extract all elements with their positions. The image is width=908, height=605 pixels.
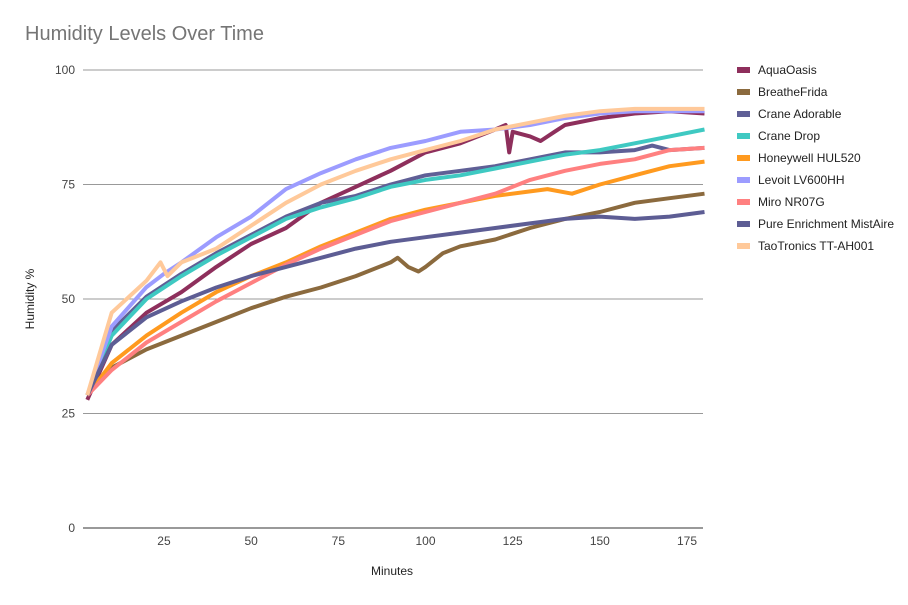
x-tick-label: 25 [157, 534, 171, 548]
x-tick-label: 75 [332, 534, 346, 548]
legend-label: Crane Drop [758, 129, 820, 143]
legend-swatch [737, 111, 750, 117]
y-tick-label: 0 [68, 521, 75, 535]
legend-swatch [737, 199, 750, 205]
series-line [85, 127, 705, 396]
series-line [85, 210, 705, 397]
legend-swatch [737, 221, 750, 227]
legend: AquaOasis BreatheFrida Crane Adorable Crane… [737, 63, 894, 253]
legend-label: Crane Adorable [758, 107, 842, 121]
legend-swatch [737, 89, 750, 95]
legend-label: Honeywell HUL520 [758, 151, 861, 165]
gridlines [83, 69, 703, 529]
legend-label: AquaOasis [758, 63, 817, 77]
y-tick-label: 50 [62, 292, 76, 306]
legend-swatch [737, 177, 750, 183]
x-axis-label: Minutes [371, 564, 413, 578]
legend-swatch [737, 155, 750, 161]
y-axis-ticks: 0 25 50 75 100 [55, 63, 75, 535]
x-tick-label: 150 [590, 534, 610, 548]
y-tick-label: 25 [62, 407, 76, 421]
legend-label: Levoit LV600HH [758, 173, 845, 187]
series-line [85, 109, 705, 401]
x-tick-label: 100 [415, 534, 435, 548]
legend-label: BreatheFrida [758, 85, 828, 99]
y-axis-label: Humidity % [23, 268, 37, 329]
legend-swatch [737, 67, 750, 73]
chart-title: Humidity Levels Over Time [25, 23, 264, 45]
series-line [85, 109, 705, 396]
series-line [85, 106, 705, 396]
legend-label: Miro NR07G [758, 195, 825, 209]
series-line [85, 159, 705, 397]
y-tick-label: 100 [55, 63, 75, 77]
y-tick-label: 75 [62, 178, 76, 192]
x-tick-label: 50 [244, 534, 258, 548]
legend-label: TaoTronics TT-AH001 [758, 239, 874, 253]
series-lines [85, 106, 705, 401]
legend-swatch [737, 243, 750, 249]
x-axis-ticks: 25 50 75 100 125 150 175 [157, 534, 697, 548]
legend-swatch [737, 133, 750, 139]
legend-label: Pure Enrichment MistAire [758, 217, 894, 231]
x-tick-label: 175 [677, 534, 697, 548]
series-line [85, 145, 705, 397]
x-tick-label: 125 [503, 534, 523, 548]
